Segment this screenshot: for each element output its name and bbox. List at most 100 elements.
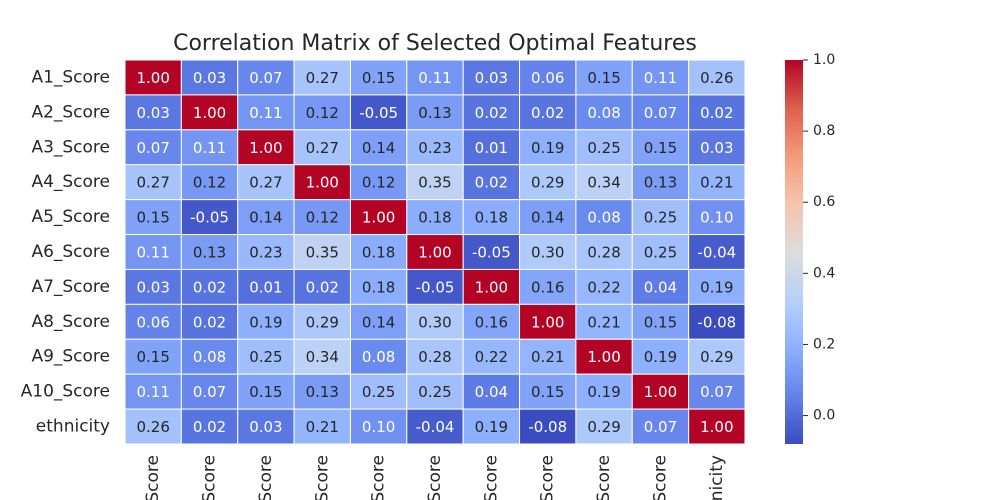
y-tick-label: A5_Score (31, 207, 110, 227)
heatmap-cell (406, 268, 464, 305)
heatmap-cell (688, 129, 746, 166)
cell-label: 0.25 (644, 209, 677, 227)
cell-label: 0.21 (306, 418, 339, 436)
cell-label: 0.18 (475, 209, 508, 227)
cell-label: 0.13 (306, 383, 339, 401)
cell-label: 0.27 (306, 139, 339, 157)
heatmap-cell (124, 59, 182, 96)
cell-label: 0.08 (193, 348, 226, 366)
cell-label: -0.04 (697, 244, 736, 262)
cell-label: 0.06 (531, 69, 564, 87)
cell-label: 0.02 (306, 278, 339, 296)
cell-label: -0.05 (190, 209, 229, 227)
cell-label: 0.21 (531, 348, 564, 366)
heatmap-cell (180, 408, 239, 445)
heatmap-cell (575, 234, 633, 270)
x-tick-label: A8_Score (538, 455, 558, 500)
cell-label: 0.19 (644, 348, 677, 366)
heatmap-cell (124, 129, 182, 166)
colorbar-tick-label: 0.2 (813, 336, 835, 352)
cell-label: 0.11 (136, 244, 169, 262)
cell-label: 0.26 (700, 69, 733, 87)
heatmap-cell (237, 373, 295, 410)
heatmap-cell (124, 234, 182, 270)
cell-label: 0.02 (475, 174, 508, 192)
cell-label: 0.02 (531, 104, 564, 122)
cell-label: 0.15 (136, 209, 169, 227)
cell-label: 0.07 (644, 418, 677, 436)
heatmap-cell (180, 268, 239, 305)
x-tick-label: A4_Score (312, 455, 332, 500)
heatmap-cell (293, 303, 351, 340)
cell-label: 0.19 (475, 418, 508, 436)
cell-label: 1.00 (644, 383, 677, 401)
heatmap-cell (237, 408, 295, 445)
heatmap-cell (688, 338, 746, 375)
cell-label: 0.15 (362, 69, 395, 87)
x-tick-label: A5_Score (369, 455, 389, 500)
heatmap-cell (406, 408, 464, 445)
heatmap-cell (293, 199, 351, 236)
cell-label: 0.03 (136, 104, 169, 122)
cell-label: 0.19 (249, 313, 282, 331)
cell-label: 1.00 (249, 139, 282, 157)
cell-label: 1.00 (306, 174, 339, 192)
cell-label: 0.29 (587, 418, 620, 436)
y-tick-label: A4_Score (31, 172, 110, 192)
cell-label: 0.03 (136, 278, 169, 296)
y-tick-label: A1_Score (31, 67, 110, 87)
heatmap-cell (124, 268, 182, 305)
cell-label: 0.07 (644, 104, 677, 122)
cell-label: 0.35 (306, 244, 339, 262)
heatmap-cell (688, 164, 746, 201)
cell-label: 0.02 (193, 418, 226, 436)
heatmap-cell (462, 94, 521, 131)
heatmap-cell (688, 59, 746, 96)
heatmap-cell (124, 408, 182, 445)
heatmap-cell (124, 199, 182, 236)
cell-label: 0.03 (475, 69, 508, 87)
cell-label: 0.11 (418, 69, 451, 87)
heatmap-cell (406, 373, 464, 410)
y-tick-label: A2_Score (31, 102, 110, 122)
heatmap-cell (462, 164, 521, 201)
cell-label: 0.06 (136, 313, 169, 331)
cell-label: 1.00 (362, 209, 395, 227)
y-tick-label: A7_Score (31, 277, 110, 297)
cell-label: 1.00 (193, 104, 226, 122)
cell-label: 0.08 (362, 348, 395, 366)
cell-label: 0.03 (700, 139, 733, 157)
x-tick-label: A7_Score (481, 455, 501, 500)
heatmap-cell (688, 373, 746, 410)
cell-label: -0.04 (416, 418, 455, 436)
heatmap-cell (575, 373, 633, 410)
cell-label: -0.05 (359, 104, 398, 122)
cell-label: 0.34 (587, 174, 620, 192)
cell-label: 0.16 (531, 278, 564, 296)
cell-label: 1.00 (475, 278, 508, 296)
heatmap-cell (462, 129, 521, 166)
chart-title: Correlation Matrix of Selected Optimal F… (173, 31, 697, 56)
cell-label: 0.08 (587, 209, 620, 227)
cell-label: 0.10 (362, 418, 395, 436)
cell-label: 0.12 (306, 104, 339, 122)
heatmap-cell (293, 164, 351, 201)
cell-label: 0.28 (587, 244, 620, 262)
colorbar-tick-label: 0.4 (813, 265, 835, 281)
cell-label: 0.15 (587, 69, 620, 87)
cell-label: 1.00 (587, 348, 620, 366)
heatmap-cell (180, 59, 239, 96)
cell-label: 0.12 (306, 209, 339, 227)
cell-label: 0.25 (587, 139, 620, 157)
heatmap-cell (688, 303, 746, 340)
cell-label: 1.00 (418, 244, 451, 262)
heatmap-cell (519, 373, 577, 410)
cell-label: 0.03 (249, 418, 282, 436)
heatmap-cell (406, 303, 464, 340)
y-tick-label: ethnicity (36, 417, 110, 437)
cell-label: 0.25 (644, 244, 677, 262)
cell-label: 0.15 (644, 139, 677, 157)
cell-label: 0.27 (136, 174, 169, 192)
y-tick-label: A8_Score (31, 312, 110, 332)
cell-label: 0.14 (249, 209, 282, 227)
